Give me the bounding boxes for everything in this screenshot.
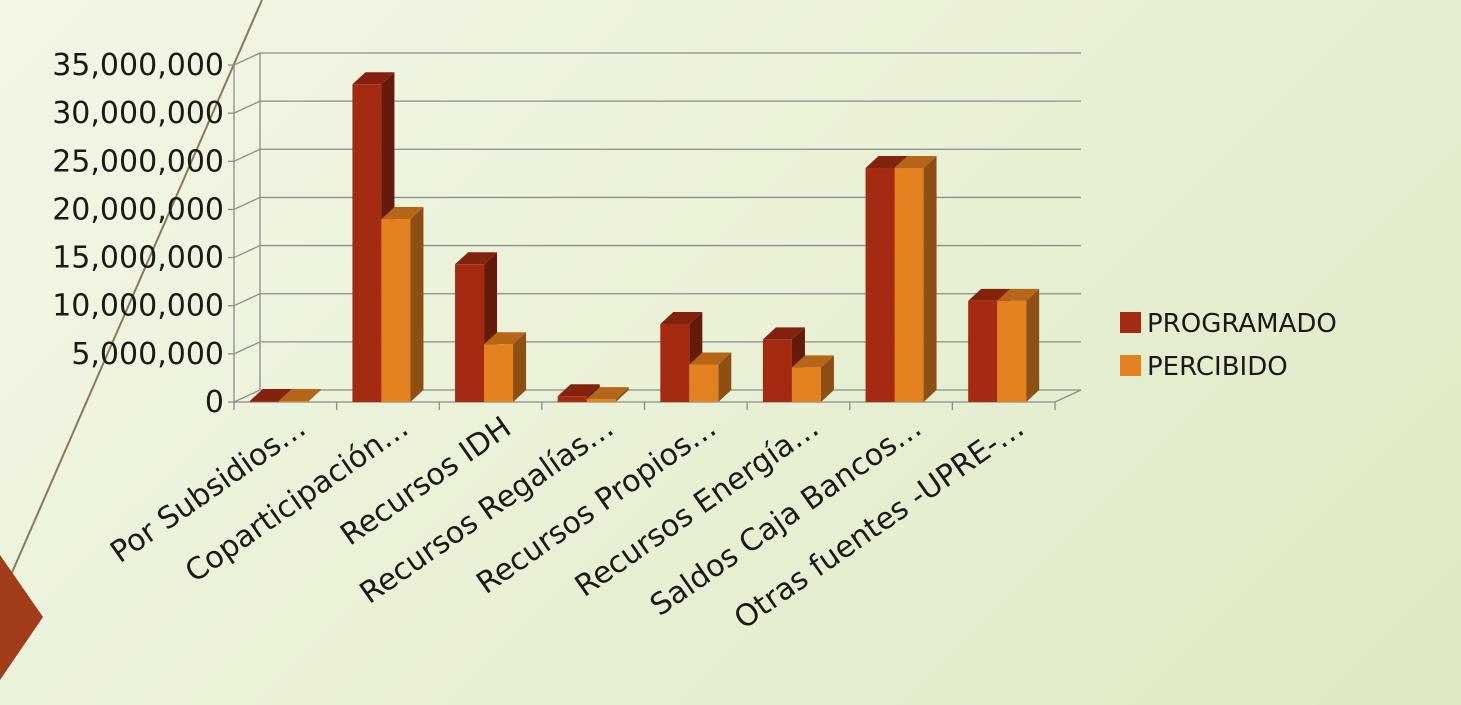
legend-swatch-percibido: [1120, 355, 1141, 376]
bar-front: [997, 300, 1027, 402]
x-axis-tick-labels: Por Subsidios…Coparticipación…Recursos I…: [104, 410, 1031, 637]
bar-top: [352, 72, 395, 85]
bar-side: [718, 352, 732, 402]
slide-decor-line: [0, 0, 263, 601]
bar-top: [762, 327, 805, 340]
bar-top: [381, 207, 424, 220]
bar-top: [586, 387, 629, 400]
y-axis-tick-labels: 0 5,000,000 10,000,000 15,000,000 20,000,000…: [52, 48, 224, 420]
gridline: [233, 52, 1081, 66]
bar-top: [968, 288, 1011, 301]
bar-front: [455, 264, 485, 402]
bar-top: [660, 312, 703, 325]
bar-front: [968, 300, 998, 402]
bar-top: [997, 288, 1040, 301]
bar-side: [1026, 288, 1040, 402]
bar-side: [923, 156, 937, 402]
bar-top: [484, 332, 527, 345]
legend-swatch-programado: [1120, 312, 1141, 333]
y-tick-label: 25,000,000: [52, 144, 224, 179]
bar-front: [894, 168, 924, 402]
legend: PROGRAMADO PERCIBIDO: [1120, 309, 1337, 382]
bar-percibido: [381, 207, 424, 402]
y-tick-label: 20,000,000: [52, 192, 224, 227]
chart-bars: [249, 72, 1040, 402]
bar-percibido: [997, 288, 1040, 402]
bar-front: [762, 339, 792, 402]
y-tick-label: 10,000,000: [52, 289, 224, 324]
bar-side: [513, 332, 527, 402]
bar-front: [865, 168, 895, 402]
bar-percibido: [484, 332, 527, 402]
bar-front: [689, 364, 719, 402]
chart-grid: [233, 52, 1081, 403]
bar-front: [381, 219, 411, 402]
y-tick-label: 5,000,000: [71, 337, 224, 372]
bar-top: [557, 384, 600, 397]
bar-side: [307, 389, 321, 402]
legend-label-programado: PROGRAMADO: [1147, 309, 1337, 339]
y-tick-label: 0: [205, 385, 224, 420]
bar-top: [689, 352, 732, 365]
bar-front: [660, 324, 690, 402]
bar-percibido: [586, 387, 629, 402]
bar-front: [557, 396, 587, 402]
bar-percibido: [791, 355, 834, 402]
bar-front: [791, 367, 821, 402]
bar-percibido: [278, 389, 321, 402]
bar-side: [820, 355, 834, 402]
bar-front: [352, 84, 382, 402]
legend-label-percibido: PERCIBIDO: [1147, 352, 1288, 382]
slide-decor-triangle: [0, 555, 43, 680]
bar-side: [615, 387, 629, 402]
bar-percibido: [689, 352, 732, 402]
bar-front: [586, 399, 616, 402]
bar-top: [865, 156, 908, 169]
bar-top: [894, 156, 937, 169]
bar-top: [791, 355, 834, 368]
bar-front: [484, 344, 514, 402]
bar-top: [278, 389, 321, 402]
bar-front: [249, 401, 279, 402]
y-tick-label: 35,000,000: [52, 48, 224, 83]
bar-top: [249, 389, 292, 402]
y-tick-label: 15,000,000: [52, 241, 224, 276]
bar-side: [410, 207, 424, 402]
bar-top: [455, 252, 498, 265]
bar-percibido: [894, 156, 937, 402]
y-tick-label: 30,000,000: [52, 96, 224, 131]
bar-front: [278, 401, 308, 402]
